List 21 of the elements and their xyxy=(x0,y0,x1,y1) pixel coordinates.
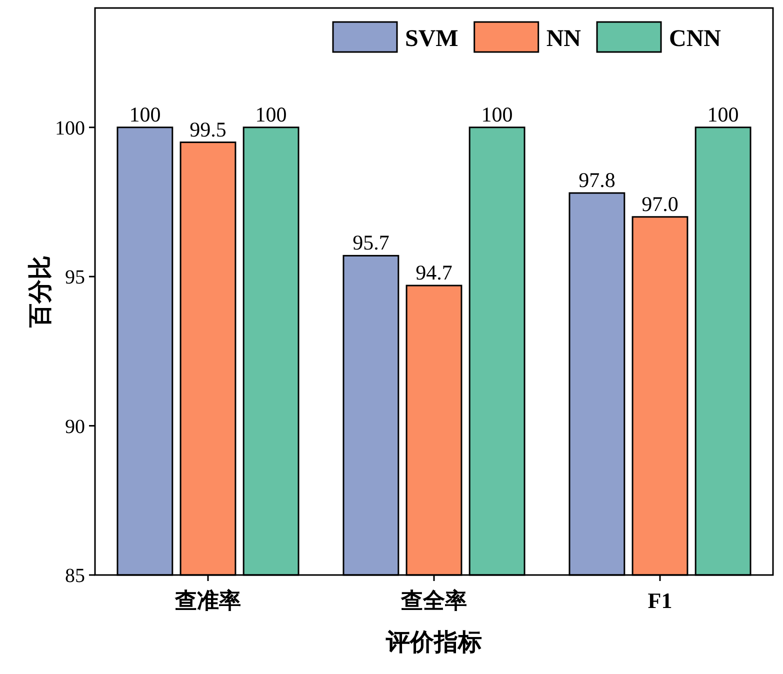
legend-label: NN xyxy=(546,26,582,52)
legend-label: SVM xyxy=(405,26,458,52)
y-tick-label: 85 xyxy=(65,565,85,587)
y-tick-label: 90 xyxy=(65,416,85,438)
x-tick-label: 查准率 xyxy=(174,588,241,613)
data-label: 100 xyxy=(255,102,287,126)
x-axis-title: 评价指标 xyxy=(385,629,482,656)
data-label: 97.0 xyxy=(642,192,678,216)
y-tick-label: 100 xyxy=(55,117,85,140)
data-label: 95.7 xyxy=(352,230,390,255)
data-label: 94.7 xyxy=(416,260,452,285)
y-tick-label: 95 xyxy=(65,266,85,289)
data-label: 99.5 xyxy=(190,117,226,142)
x-tick-label: 查全率 xyxy=(400,588,467,613)
data-label: 100 xyxy=(481,102,513,126)
legend-label: CNN xyxy=(669,26,722,52)
data-label: 97.8 xyxy=(578,168,616,192)
x-tick-label: F1 xyxy=(648,588,672,613)
y-axis-title: 百分比 xyxy=(27,256,54,328)
data-label: 100 xyxy=(707,102,739,126)
data-label: 100 xyxy=(129,102,161,126)
